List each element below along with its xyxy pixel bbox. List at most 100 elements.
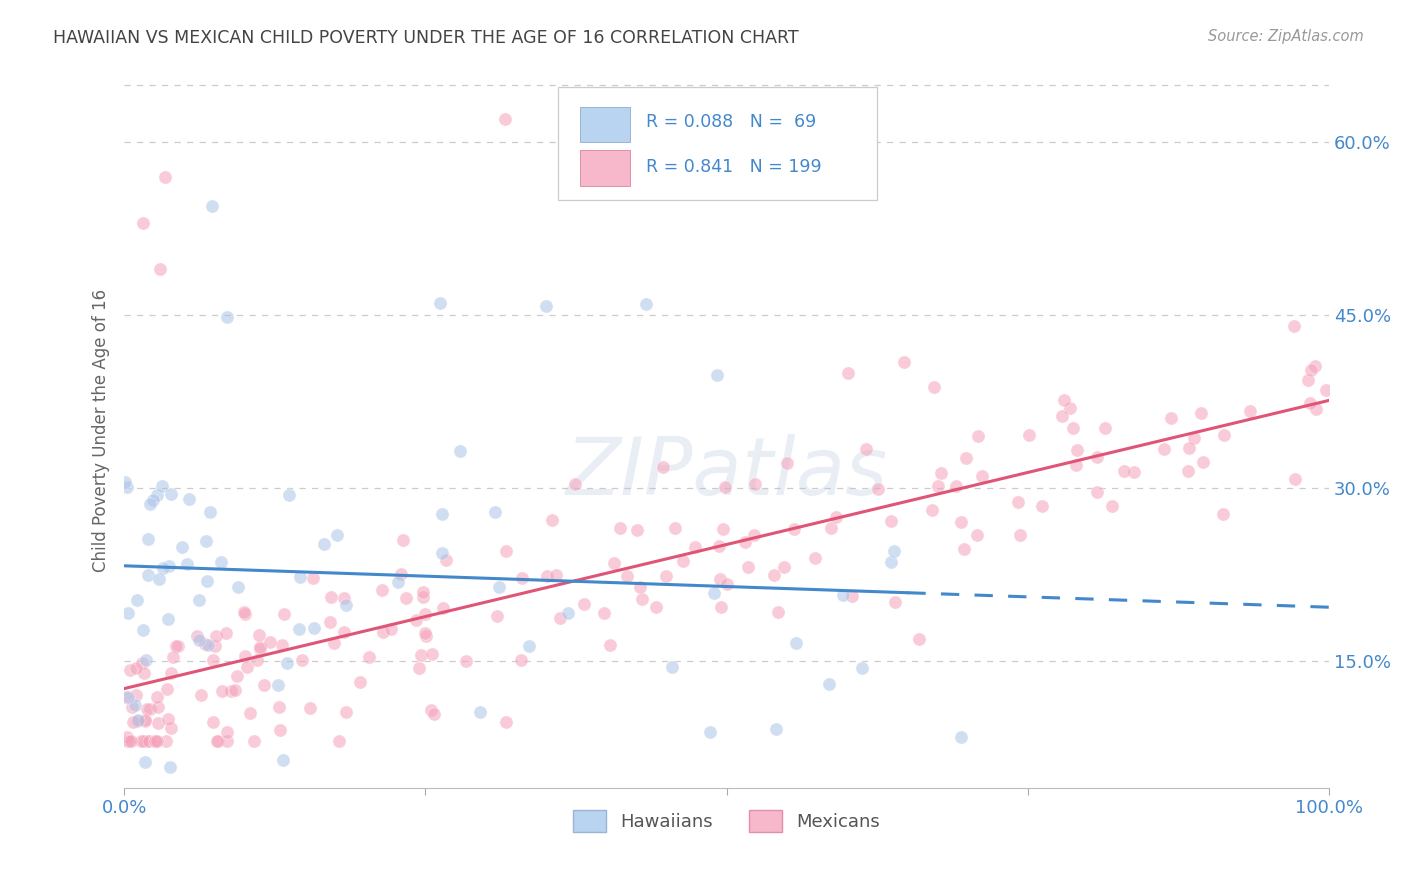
Point	[387, 574, 409, 589]
Legend: Hawaiians, Mexicans: Hawaiians, Mexicans	[567, 803, 887, 839]
Point	[536, 569, 558, 583]
Point	[143, 734, 166, 748]
Point	[186, 629, 208, 643]
Point	[139, 702, 162, 716]
Point	[134, 755, 156, 769]
Point	[134, 713, 156, 727]
Point	[136, 568, 159, 582]
Point	[321, 590, 343, 604]
Point	[626, 523, 648, 537]
Bar	[579, 150, 630, 186]
Point	[945, 479, 967, 493]
Point	[412, 590, 434, 604]
Point	[215, 310, 238, 324]
Point	[176, 557, 198, 571]
Point	[763, 567, 786, 582]
Point	[884, 595, 907, 609]
Point	[1303, 359, 1326, 373]
Point	[413, 626, 436, 640]
Point	[1282, 318, 1305, 333]
Point	[124, 661, 146, 675]
Point	[422, 647, 444, 661]
Point	[1178, 441, 1201, 455]
Point	[224, 682, 246, 697]
Point	[1053, 392, 1076, 407]
Point	[242, 734, 264, 748]
Point	[134, 714, 156, 729]
Point	[207, 734, 229, 748]
Text: ZIPatlas: ZIPatlas	[565, 434, 887, 512]
Point	[201, 714, 224, 729]
Y-axis label: Child Poverty Under the Age of 16: Child Poverty Under the Age of 16	[93, 289, 110, 572]
Point	[775, 456, 797, 470]
Point	[661, 659, 683, 673]
Point	[380, 622, 402, 636]
Point	[157, 612, 180, 626]
Point	[146, 734, 169, 748]
Point	[249, 640, 271, 655]
Point	[1189, 406, 1212, 420]
Point	[155, 169, 177, 184]
Point	[389, 566, 412, 581]
Point	[495, 112, 517, 126]
Point	[868, 482, 890, 496]
Point	[1008, 528, 1031, 542]
Point	[236, 660, 259, 674]
Point	[200, 505, 222, 519]
Point	[114, 690, 136, 705]
Point	[485, 609, 508, 624]
Point	[167, 640, 190, 654]
Point	[124, 688, 146, 702]
Point	[1153, 442, 1175, 457]
Point	[449, 443, 471, 458]
Point	[1299, 396, 1322, 410]
Point	[131, 624, 153, 638]
Point	[146, 716, 169, 731]
Point	[652, 459, 675, 474]
Point	[233, 648, 256, 663]
Point	[160, 486, 183, 500]
Point	[972, 469, 994, 483]
Point	[195, 533, 218, 548]
Point	[207, 734, 229, 748]
Point	[148, 572, 170, 586]
Point	[855, 442, 877, 456]
Point	[395, 591, 418, 605]
Point	[616, 568, 638, 582]
Point	[495, 714, 517, 729]
Point	[136, 734, 159, 748]
Point	[630, 580, 652, 594]
Point	[312, 537, 335, 551]
Point	[1213, 428, 1236, 442]
Point	[432, 546, 454, 560]
Point	[609, 521, 631, 535]
Point	[592, 606, 614, 620]
Point	[422, 707, 444, 722]
Point	[880, 514, 903, 528]
Point	[773, 560, 796, 574]
Point	[118, 663, 141, 677]
Point	[1212, 507, 1234, 521]
Point	[716, 577, 738, 591]
Point	[820, 521, 842, 535]
Point	[160, 721, 183, 735]
Point	[634, 297, 657, 311]
Point	[574, 597, 596, 611]
Point	[245, 653, 267, 667]
Point	[541, 513, 564, 527]
Point	[468, 705, 491, 719]
Point	[156, 681, 179, 696]
Point	[831, 588, 853, 602]
FancyBboxPatch shape	[558, 87, 877, 200]
Point	[159, 760, 181, 774]
Point	[880, 555, 903, 569]
Point	[202, 652, 225, 666]
Point	[190, 689, 212, 703]
Point	[1182, 431, 1205, 445]
Text: Source: ZipAtlas.com: Source: ZipAtlas.com	[1208, 29, 1364, 44]
Point	[967, 429, 990, 443]
Point	[114, 475, 136, 489]
Point	[703, 586, 725, 600]
Text: R = 0.841   N = 199: R = 0.841 N = 199	[645, 158, 821, 177]
Point	[117, 690, 139, 705]
